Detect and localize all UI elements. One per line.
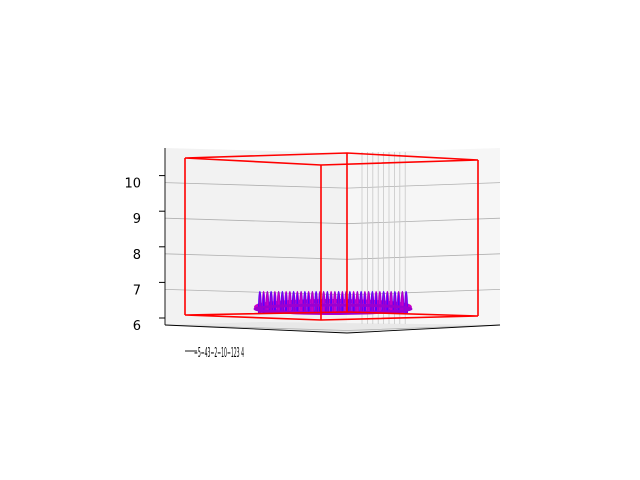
axes-panes xyxy=(165,148,500,333)
wireframe-box-series xyxy=(184,152,479,321)
helix-turn xyxy=(381,290,386,314)
z-tick-label: 10 xyxy=(124,177,141,192)
helix-turn xyxy=(280,290,285,314)
z-tick-label: 9 xyxy=(133,212,141,227)
z-tick-label: 7 xyxy=(133,283,141,298)
helix-turn xyxy=(291,290,296,314)
helix-turn xyxy=(374,290,379,314)
floor-pane xyxy=(165,322,500,333)
helix-turn xyxy=(276,290,281,314)
helix-turn xyxy=(310,290,315,314)
helix-turn xyxy=(366,290,371,314)
helix-turn xyxy=(355,290,360,314)
z-tick-label: 8 xyxy=(133,248,141,263)
x-tick-labels: −5−43−2−10−123 4 xyxy=(194,346,244,361)
z-axis: 6 7 8 9 10 xyxy=(124,148,166,334)
right-pane xyxy=(347,148,500,333)
helix-turn xyxy=(287,290,292,314)
helix-turn xyxy=(299,290,304,314)
left-pane xyxy=(165,148,347,333)
helix-turn xyxy=(389,290,394,314)
helix-turn xyxy=(314,290,319,314)
box-bottom-face xyxy=(184,311,479,321)
helix-turn xyxy=(306,290,311,314)
helix-turn xyxy=(336,290,341,314)
z-tick-label: 6 xyxy=(133,319,141,334)
helix-turn xyxy=(295,290,300,314)
helix-turn xyxy=(272,290,277,314)
helix-turn xyxy=(347,290,352,314)
helix-turn xyxy=(359,290,364,314)
helix-turn xyxy=(302,290,307,314)
x-axis: −5−43−2−10−123 4 xyxy=(164,324,501,361)
helix-turn xyxy=(385,290,390,314)
helix-turn xyxy=(370,290,375,314)
helix-turn xyxy=(325,290,330,314)
helix-turn xyxy=(332,290,337,314)
x-axis-line xyxy=(164,324,348,334)
helix-turn xyxy=(362,290,367,314)
helix-turn xyxy=(329,290,334,314)
helix-turn xyxy=(269,290,274,314)
helix-turn xyxy=(340,290,345,314)
y-axis-line xyxy=(346,324,501,334)
grid-line xyxy=(164,324,501,331)
helix-turn xyxy=(392,290,397,314)
helix-turn xyxy=(377,290,382,314)
helix-turn xyxy=(284,290,289,314)
helix-turn xyxy=(321,290,326,314)
helix-turn xyxy=(351,290,356,314)
